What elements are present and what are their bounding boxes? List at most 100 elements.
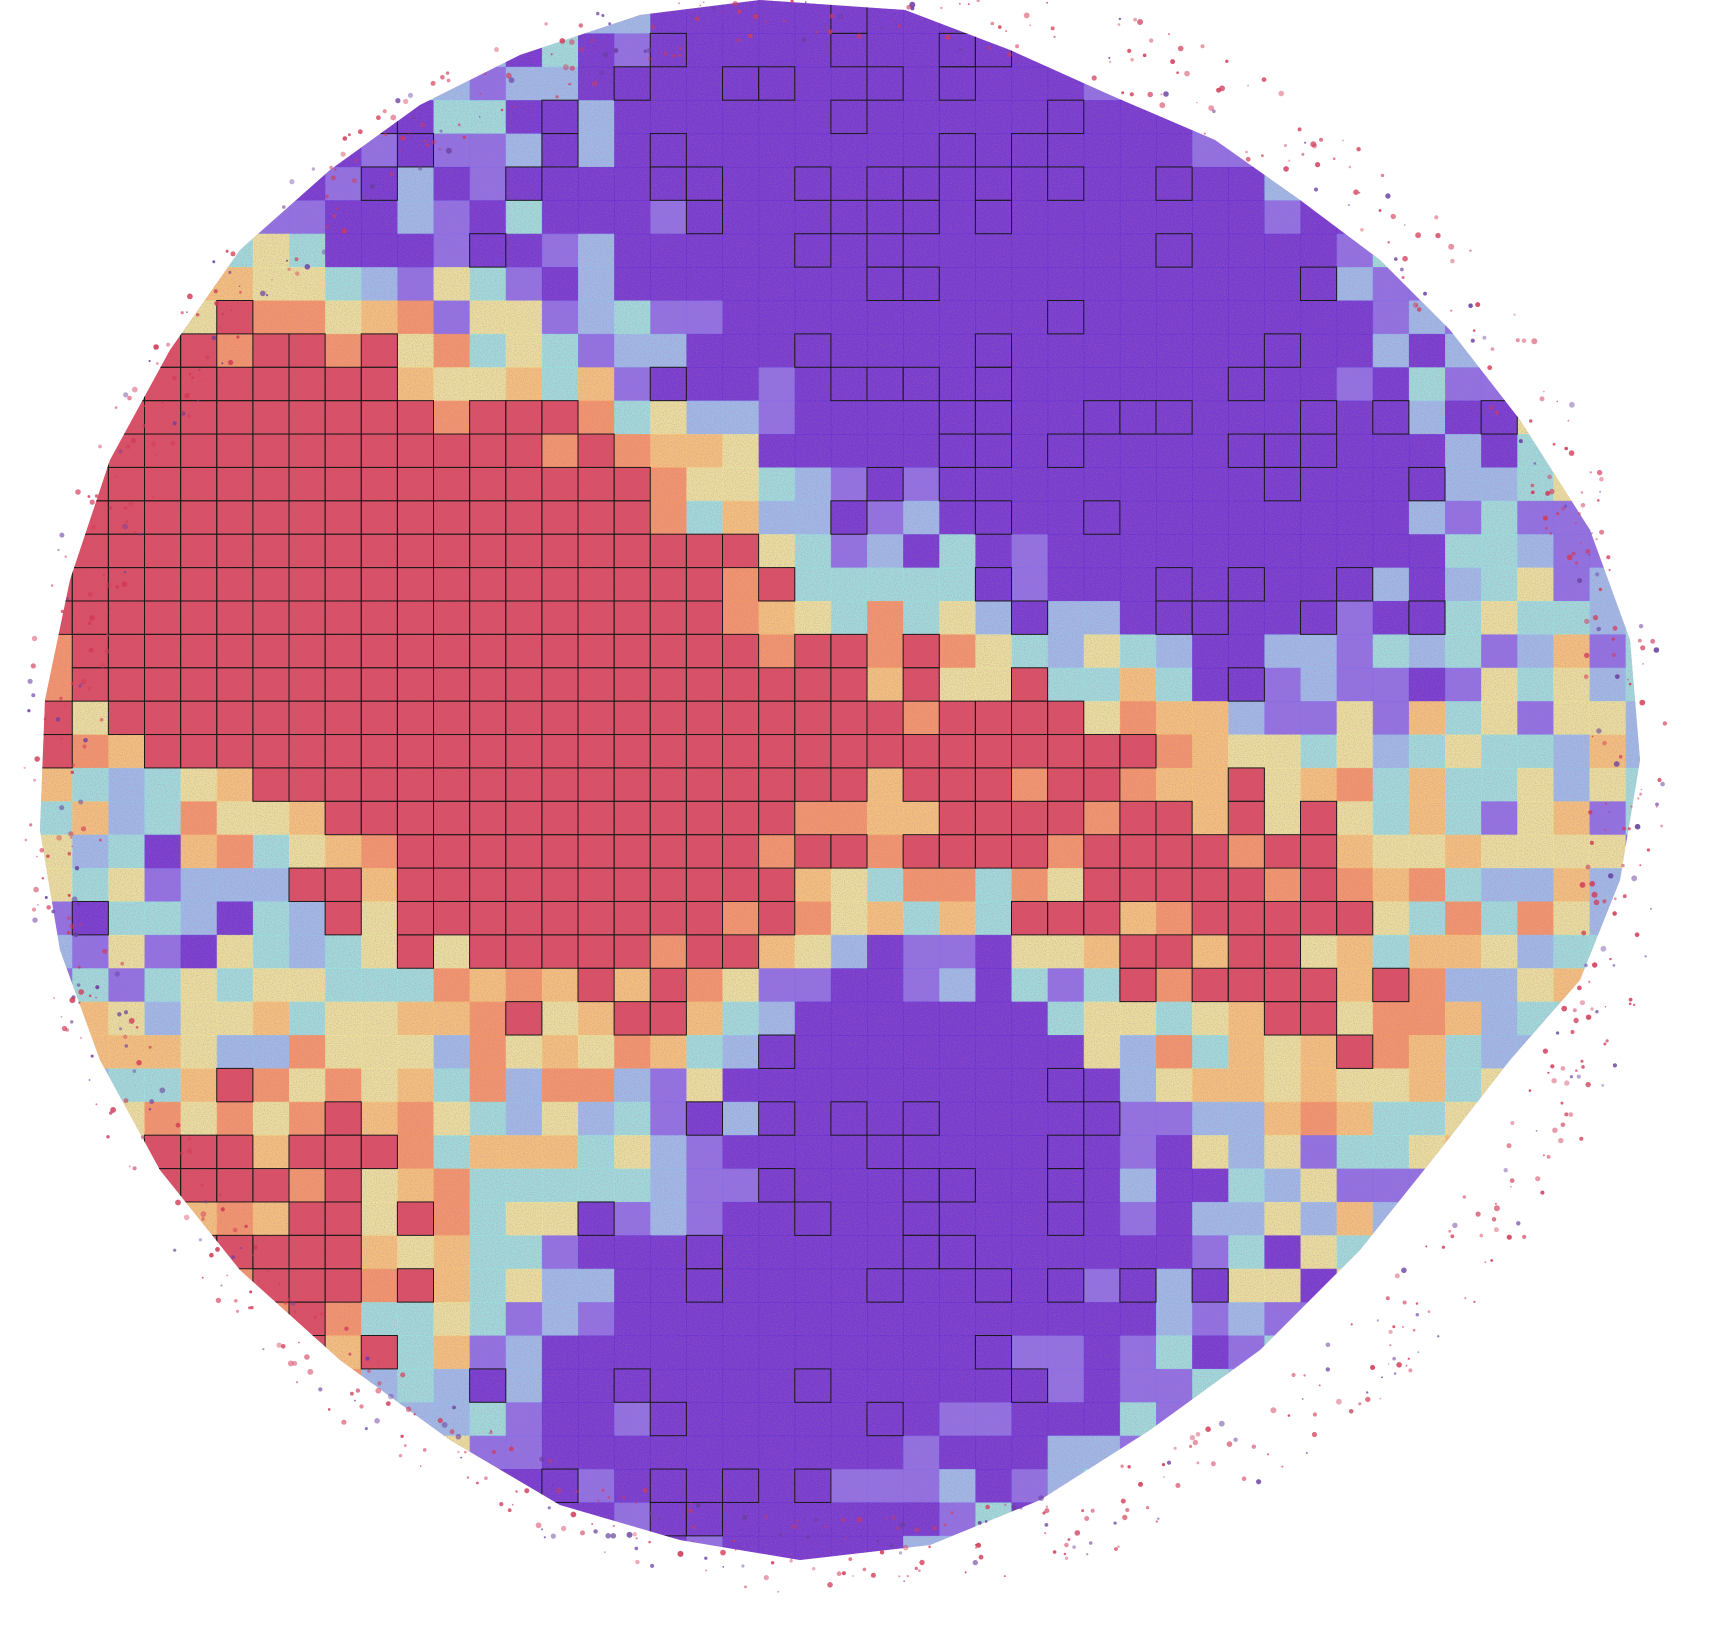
- debris-speck: [580, 1530, 585, 1536]
- heatmap-tile: [397, 1435, 435, 1470]
- heatmap-tile: [40, 200, 73, 235]
- heatmap-tile: [325, 1368, 362, 1403]
- heatmap-tile: [40, 0, 73, 34]
- debris-speck: [398, 149, 401, 152]
- heatmap-tile: [1408, 1435, 1446, 1470]
- debris-speck: [513, 105, 516, 108]
- heatmap-tile: [144, 100, 182, 135]
- high-score-tile-outline: [216, 600, 254, 635]
- heatmap-tile: [433, 1502, 471, 1537]
- debris-speck: [1403, 224, 1406, 226]
- heatmap-tile: [1662, 835, 1699, 869]
- debris-speck: [354, 158, 358, 162]
- heatmap-tile: [1336, 166, 1374, 201]
- high-score-tile-outline: [649, 967, 687, 1003]
- debris-speck: [1387, 1363, 1390, 1365]
- debris-speck: [1506, 1143, 1512, 1149]
- debris-speck: [770, 1561, 775, 1565]
- debris-speck: [1628, 997, 1633, 1002]
- high-score-tile-outline: [938, 66, 976, 101]
- high-score-tile-outline: [324, 800, 362, 836]
- debris-speck: [870, 1572, 876, 1578]
- debris-speck: [141, 401, 143, 404]
- high-score-tile-outline: [577, 600, 615, 635]
- debris-speck: [365, 1356, 370, 1361]
- debris-speck: [30, 663, 36, 669]
- heatmap-tile: [1698, 1269, 1734, 1303]
- heatmap-tile: [1336, 1335, 1374, 1370]
- high-score-tile-outline: [1227, 567, 1265, 602]
- high-score-tile-outline: [505, 500, 543, 535]
- high-score-tile-outline: [288, 366, 326, 402]
- heatmap-tile: [1517, 267, 1554, 302]
- debris-speck: [569, 82, 572, 86]
- heatmap-tile: [1553, 1603, 1590, 1636]
- high-score-tile-outline: [1227, 867, 1265, 902]
- heatmap-tile: [686, 1603, 723, 1636]
- high-score-tile-outline: [180, 1335, 218, 1370]
- high-score-tile-outline: [866, 1401, 904, 1437]
- heatmap-tile: [1662, 267, 1699, 301]
- debris-speck: [711, 6, 717, 11]
- heatmap-tile: [361, 1569, 398, 1603]
- high-score-tile-outline: [613, 867, 651, 902]
- heatmap-tile: [1300, 33, 1338, 68]
- high-score-tile-outline: [324, 667, 362, 702]
- heatmap-tile: [1156, 1502, 1193, 1537]
- debris-speck: [71, 763, 75, 767]
- high-score-tile-outline: [1155, 867, 1193, 902]
- debris-speck: [663, 51, 668, 56]
- heatmap-tile: [1336, 33, 1374, 68]
- debris-speck: [1574, 522, 1577, 525]
- heatmap-tile: [1662, 601, 1699, 635]
- heatmap-tile: [145, 1569, 182, 1603]
- heatmap-tile: [1192, 1469, 1229, 1504]
- heatmap-tile: [1445, 1368, 1482, 1403]
- high-score-tile-outline: [685, 633, 724, 669]
- heatmap-tile: [180, 33, 218, 68]
- heatmap-tile: [867, 1603, 904, 1636]
- debris-speck: [151, 441, 157, 447]
- debris-speck: [1628, 1002, 1632, 1006]
- heatmap-tile: [144, 233, 182, 268]
- heatmap-tile: [1625, 1469, 1640, 1504]
- debris-speck: [984, 1520, 988, 1523]
- heatmap-tile: [252, 0, 290, 34]
- high-score-tile-outline: [71, 1134, 109, 1170]
- heatmap-tile: [1589, 968, 1627, 1003]
- heatmap-tile: [72, 1068, 109, 1103]
- heatmap-tile: [1625, 868, 1640, 903]
- heatmap-tile: [1662, 300, 1699, 334]
- debris-speck: [705, 1569, 708, 1572]
- debris-speck: [1621, 863, 1625, 868]
- high-score-tile-outline: [649, 1401, 687, 1437]
- heatmap-tile: [1120, 1603, 1157, 1636]
- high-score-tile-outline: [613, 1001, 651, 1036]
- debris-speck: [1304, 141, 1307, 144]
- debris-speck: [340, 151, 346, 157]
- debris-speck: [1567, 419, 1570, 422]
- debris-speck: [975, 1546, 978, 1549]
- high-score-tile-outline: [1300, 1001, 1338, 1036]
- debris-speck: [1366, 1391, 1369, 1394]
- heatmap-tile: [1228, 66, 1265, 101]
- debris-speck: [228, 359, 234, 366]
- heatmap-tile: [1553, 166, 1591, 201]
- heatmap-tile: [1698, 1135, 1734, 1169]
- debris-speck: [119, 548, 121, 551]
- heatmap-tile: [1300, 66, 1338, 101]
- heatmap-tile: [1048, 1569, 1085, 1603]
- heatmap-tile: [1408, 133, 1446, 168]
- heatmap-tile: [1445, 1235, 1482, 1270]
- debris-speck: [213, 289, 218, 294]
- debris-speck: [1004, 1503, 1007, 1506]
- debris-speck: [280, 1344, 286, 1349]
- debris-speck: [524, 1488, 530, 1494]
- high-score-tile-outline: [144, 333, 182, 368]
- heatmap-tile: [1264, 1368, 1302, 1403]
- heatmap-tile: [939, 1603, 976, 1636]
- debris-speck: [78, 1001, 81, 1004]
- debris-speck: [123, 392, 129, 398]
- heatmap-tile: [1047, 33, 1085, 68]
- high-score-tile-outline: [1300, 834, 1338, 869]
